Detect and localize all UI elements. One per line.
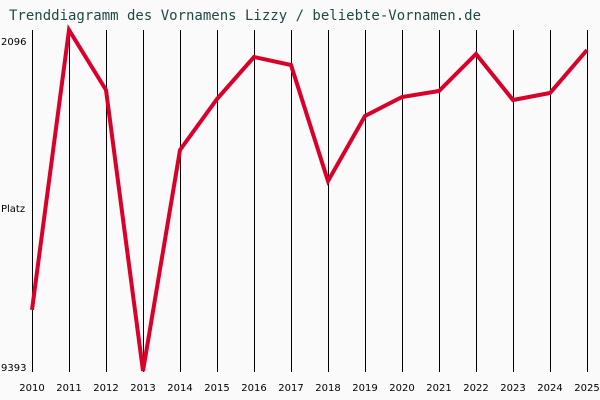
x-label-2011: 2011 — [56, 383, 81, 394]
x-label-2010: 2010 — [19, 383, 44, 394]
x-label-2013: 2013 — [130, 383, 155, 394]
trend-line — [30, 24, 589, 372]
x-label-2012: 2012 — [93, 383, 118, 394]
x-label-2015: 2015 — [204, 383, 229, 394]
x-label-2017: 2017 — [278, 383, 303, 394]
y-axis-bottom-label: 9393 — [1, 363, 26, 374]
vertical-gridlines — [32, 30, 588, 372]
x-label-2021: 2021 — [426, 383, 451, 394]
x-label-2023: 2023 — [500, 383, 525, 394]
x-axis-labels: 2010 2011 2012 2013 2014 2015 2016 2017 2018 2019… — [19, 383, 599, 394]
x-label-2016: 2016 — [241, 383, 266, 394]
x-label-2022: 2022 — [463, 383, 488, 394]
x-label-2019: 2019 — [352, 383, 377, 394]
y-axis-title: Platz — [1, 204, 25, 215]
x-label-2020: 2020 — [389, 383, 414, 394]
y-axis-top-label: 2096 — [1, 37, 26, 48]
x-label-2025: 2025 — [574, 383, 599, 394]
x-label-2014: 2014 — [167, 383, 192, 394]
chart-title: Trenddiagramm des Vornamens Lizzy / beli… — [9, 8, 482, 24]
x-label-2018: 2018 — [315, 383, 340, 394]
x-label-2024: 2024 — [537, 383, 562, 394]
